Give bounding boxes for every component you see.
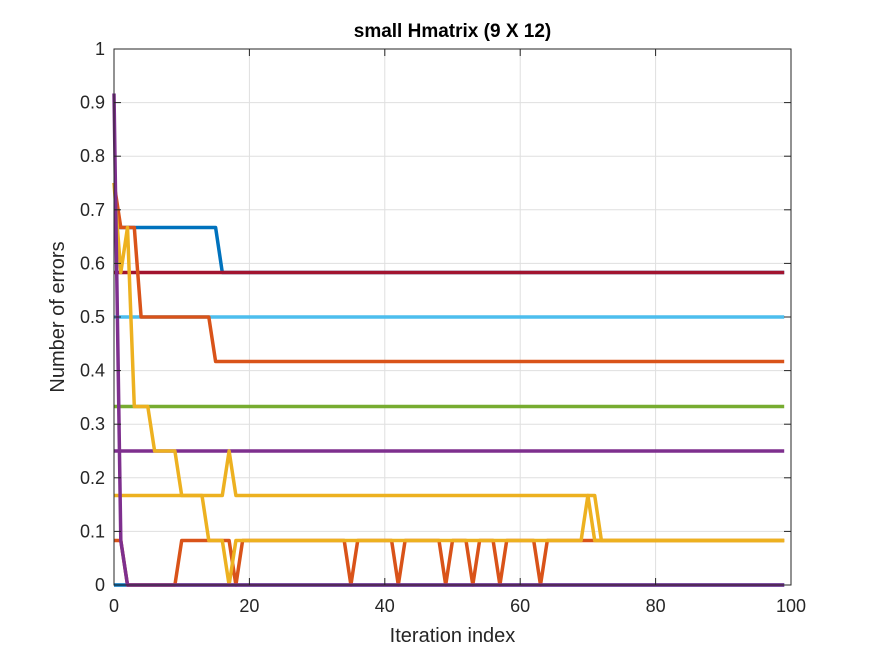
y-tick-label: 0.4 (80, 361, 105, 381)
y-tick-label: 0.2 (80, 468, 105, 488)
y-tick-label: 0.3 (80, 414, 105, 434)
x-tick-label: 60 (510, 596, 530, 616)
y-tick-label: 0 (95, 575, 105, 595)
y-tick-label: 0.5 (80, 307, 105, 327)
x-axis-label: Iteration index (390, 625, 516, 647)
chart-title: small Hmatrix (9 X 12) (354, 21, 551, 42)
x-tick-label: 20 (239, 596, 259, 616)
series-line-9 (114, 449, 785, 543)
x-tick-label: 0 (109, 596, 119, 616)
y-tick-label: 0.8 (80, 146, 105, 166)
x-tick-label: 80 (646, 596, 666, 616)
y-tick-label: 0.1 (80, 521, 105, 541)
series-line-5 (112, 182, 785, 364)
series-line-10 (112, 182, 785, 587)
y-tick-label: 0.7 (80, 200, 105, 220)
y-tick-label: 0.6 (80, 253, 105, 273)
y-tick-label: 1 (95, 39, 105, 59)
ticks: 0 20 40 60 80 100 0 0.1 0.2 0.3 0.4 0.5 0.6 0.7 0.8 0.9… (80, 39, 806, 616)
y-axis-label: Number of errors (47, 241, 69, 392)
x-tick-label: 40 (375, 596, 395, 616)
y-tick-label: 0.9 (80, 93, 105, 113)
x-tick-label: 100 (776, 596, 806, 616)
